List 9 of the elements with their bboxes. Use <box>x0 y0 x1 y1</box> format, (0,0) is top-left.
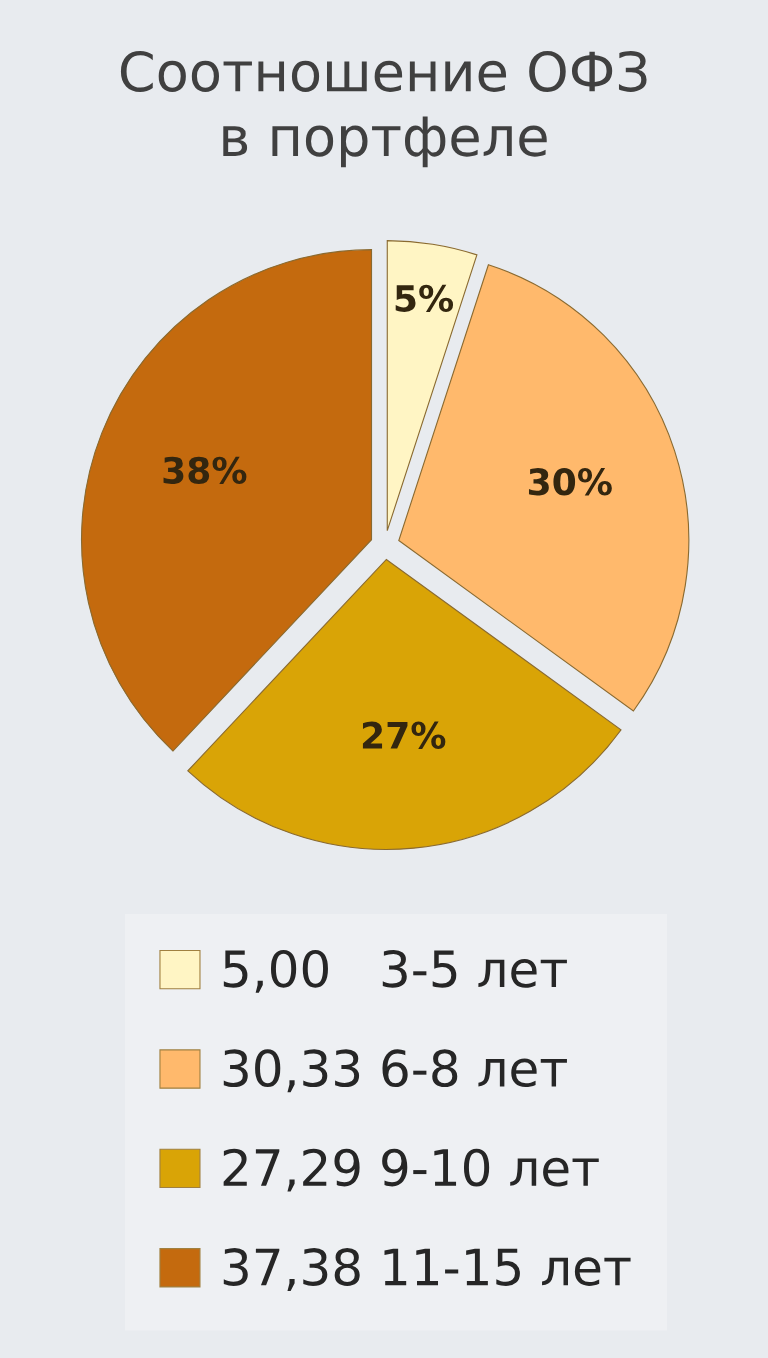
data-label: 27% <box>362 721 446 749</box>
legend-label: 5,00 3-5 лет <box>223 949 567 993</box>
data-label: 30% <box>528 468 612 496</box>
legend-label: 37,38 11-15 лет <box>223 1248 631 1291</box>
data-label: 38% <box>163 456 247 484</box>
legend-label: 27,29 9-10 лет <box>223 1148 599 1192</box>
chart-title: Соотношение ОФЗ в портфеле <box>120 50 647 168</box>
data-label: 5% <box>395 284 454 313</box>
legend-label: 30,33 6-8 лет <box>223 1049 567 1093</box>
